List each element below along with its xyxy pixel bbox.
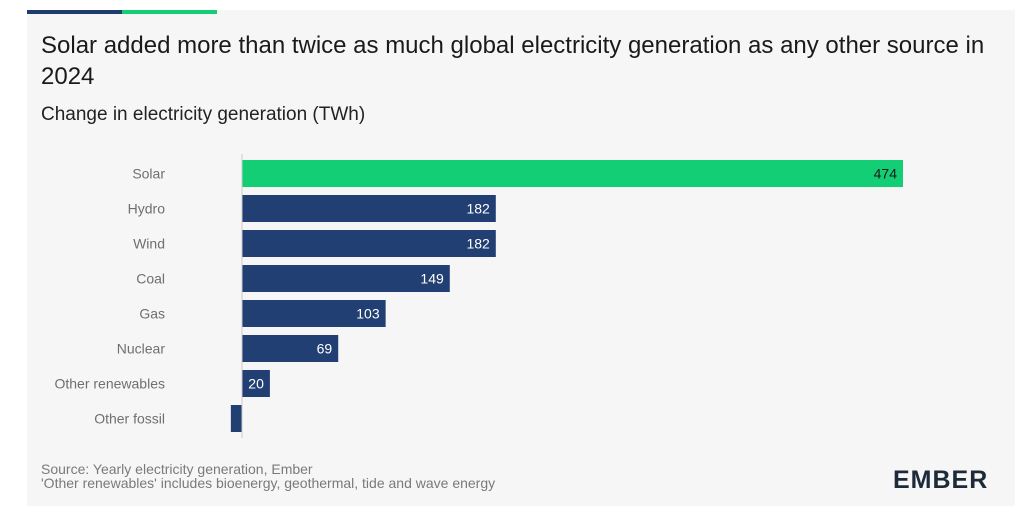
data-label-gas: 103 (356, 306, 380, 322)
data-label-other-renewables: 20 (248, 376, 264, 392)
category-label-other-renewables: Other renewables (54, 376, 165, 392)
category-label-other-fossil: Other fossil (94, 411, 165, 427)
accent-bar (27, 10, 217, 14)
bar-chart: Solar 474 Hydro 182 Wind 182 Coal 149 Gas 103 Nucl… (54, 154, 903, 438)
data-label-solar: 474 (874, 166, 898, 182)
accent-bar-green (122, 10, 217, 14)
category-label-solar: Solar (132, 166, 165, 182)
bar-solar (242, 160, 903, 187)
category-label-hydro: Hydro (128, 201, 166, 217)
category-label-nuclear: Nuclear (117, 341, 166, 357)
bar-coal (242, 265, 450, 292)
source-note: Source: Yearly electricity generation, E… (41, 461, 313, 477)
other-renewables-note: 'Other renewables' includes bioenergy, g… (41, 475, 496, 491)
chart-title: Solar added more than twice as much glob… (41, 32, 985, 90)
category-label-gas: Gas (139, 306, 165, 322)
data-label-nuclear: 69 (317, 341, 333, 357)
chart-subtitle: Change in electricity generation (TWh) (41, 104, 366, 125)
bar-nuclear (242, 335, 339, 362)
data-label-wind: 182 (466, 236, 490, 252)
bar-gas (242, 300, 386, 327)
accent-bar-navy (27, 10, 122, 14)
ember-logo: EMBER (893, 466, 989, 494)
bar-other-fossil (230, 405, 242, 432)
category-label-coal: Coal (136, 271, 165, 287)
chart-card: Solar added more than twice as much glob… (27, 10, 1015, 506)
data-label-hydro: 182 (466, 201, 490, 217)
bar-wind (242, 230, 496, 257)
data-label-coal: 149 (420, 271, 444, 287)
category-label-wind: Wind (133, 236, 165, 252)
chart-footer: Source: Yearly electricity generation, E… (41, 462, 495, 490)
bar-hydro (242, 195, 496, 222)
bar-other-renewables (242, 370, 270, 397)
